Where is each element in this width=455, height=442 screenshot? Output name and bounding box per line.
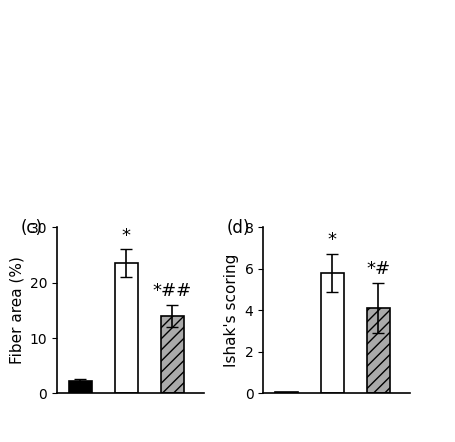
- Bar: [366, 309, 389, 393]
- Text: (d): (d): [226, 219, 249, 237]
- Text: *#: *#: [365, 260, 389, 278]
- Y-axis label: Ishak's scoring: Ishak's scoring: [223, 254, 238, 367]
- Text: *##: *##: [152, 282, 191, 300]
- Bar: [320, 273, 343, 393]
- Bar: [160, 316, 183, 393]
- Bar: [274, 392, 297, 393]
- Text: *: *: [121, 226, 130, 244]
- Bar: [114, 263, 137, 393]
- Y-axis label: Fiber area (%): Fiber area (%): [9, 256, 24, 364]
- Text: *: *: [327, 231, 336, 249]
- Text: (c): (c): [20, 219, 42, 237]
- Bar: [68, 381, 91, 393]
